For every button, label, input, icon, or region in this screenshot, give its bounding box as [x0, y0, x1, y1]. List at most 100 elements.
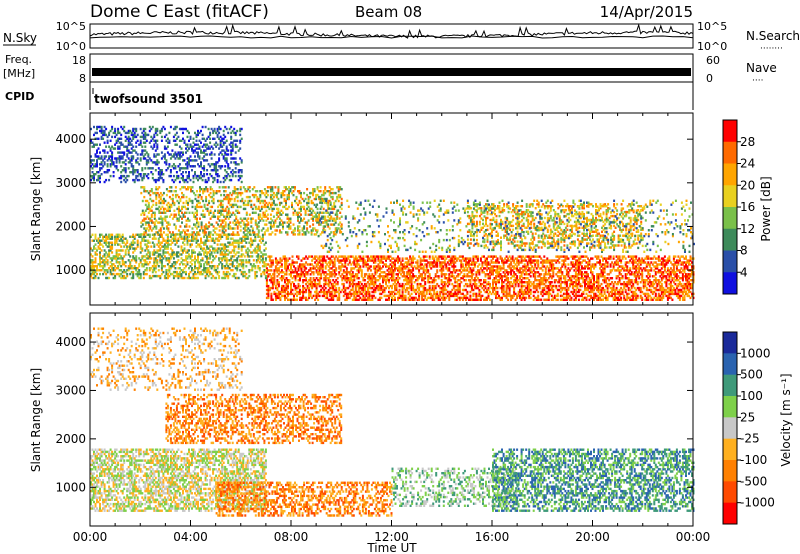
- data-cell: [529, 290, 532, 294]
- data-cell: [464, 265, 467, 268]
- data-cell: [577, 257, 580, 260]
- data-cell: [442, 296, 445, 300]
- data-cell: [532, 261, 535, 264]
- data-cell: [318, 294, 321, 298]
- nave-label: Nave: [746, 61, 777, 75]
- data-cell: [410, 282, 413, 286]
- data-cell: [577, 282, 580, 286]
- data-cell: [593, 298, 595, 301]
- data-cell: [496, 261, 499, 264]
- nave-legend: ····: [752, 76, 763, 86]
- data-cell: [550, 265, 553, 268]
- data-cell: [437, 277, 440, 280]
- data-cell: [476, 271, 479, 274]
- data-cell: [436, 275, 439, 278]
- data-cell: [580, 284, 583, 288]
- data-cell: [412, 269, 415, 272]
- data-cell: [350, 277, 353, 280]
- data-cell: [371, 286, 374, 290]
- data-cell: [514, 298, 517, 301]
- data-cell: [593, 279, 595, 282]
- data-cell: [582, 279, 585, 282]
- data-cell: [345, 294, 348, 298]
- data-cell: [351, 298, 354, 301]
- data-cell: [274, 267, 277, 270]
- data-cell: [421, 263, 424, 266]
- data-cell: [472, 255, 475, 258]
- data-cell: [416, 290, 419, 294]
- data-cell: [356, 294, 359, 298]
- data-cell: [413, 288, 416, 292]
- data-cell: [442, 288, 445, 292]
- data-cell: [425, 255, 428, 258]
- data-cell: [587, 267, 589, 270]
- data-cell: [421, 275, 424, 278]
- data-cell: [555, 284, 558, 288]
- data-cell: [443, 296, 446, 300]
- data-cell: [148, 241, 151, 244]
- data-cell: [333, 259, 336, 262]
- data-cell: [303, 265, 306, 268]
- data-cell: [404, 296, 407, 300]
- data-cell: [461, 255, 464, 258]
- data-cell: [341, 263, 344, 266]
- data-cell: [511, 257, 514, 260]
- data-cell: [582, 292, 585, 296]
- data-cell: [446, 277, 449, 280]
- data-cell: [348, 273, 351, 276]
- data-cell: [427, 277, 430, 280]
- data-cell: [584, 286, 586, 290]
- data-cell: [327, 279, 330, 282]
- data-cell: [505, 294, 508, 298]
- data-cell: [215, 255, 218, 258]
- data-cell: [493, 286, 496, 290]
- data-cell: [576, 290, 579, 294]
- data-cell: [564, 257, 567, 260]
- data-cell: [446, 284, 449, 288]
- data-cell: [544, 281, 547, 284]
- data-cell: [318, 269, 321, 272]
- data-cell: [535, 284, 538, 288]
- data-cell: [274, 292, 277, 296]
- data-cell: [237, 233, 240, 236]
- data-cell: [318, 265, 321, 268]
- data-cell: [469, 267, 472, 270]
- data-cell: [501, 298, 503, 301]
- data-cell: [356, 263, 359, 266]
- data-cell: [332, 288, 335, 292]
- data-cell: [425, 269, 428, 272]
- data-cell: [186, 261, 189, 264]
- data-cell: [496, 259, 499, 262]
- data-cell: [555, 273, 558, 276]
- data-cell: [422, 267, 425, 270]
- data-cell: [479, 296, 482, 300]
- data-cell: [457, 279, 460, 282]
- data-cell: [478, 294, 481, 298]
- data-cell: [309, 267, 312, 270]
- data-cell: [354, 255, 357, 258]
- data-cell: [392, 294, 395, 298]
- data-cell: [593, 296, 595, 300]
- data-cell: [302, 290, 305, 294]
- data-cell: [427, 275, 430, 278]
- data-cell: [538, 267, 541, 270]
- data-cell: [562, 296, 565, 300]
- data-cell: [442, 265, 445, 268]
- data-cell: [508, 286, 511, 290]
- data-cell: [587, 273, 589, 276]
- data-cell: [590, 290, 592, 294]
- data-cell: [162, 270, 165, 274]
- data-cell: [365, 284, 368, 288]
- data-cell: [463, 296, 466, 300]
- data-cell: [525, 277, 528, 280]
- data-cell: [564, 281, 567, 284]
- data-cell: [338, 259, 341, 262]
- data-cell: [231, 269, 234, 272]
- data-cell: [394, 279, 396, 282]
- data-cell: [437, 294, 440, 298]
- data-cell: [469, 281, 472, 284]
- data-cell: [415, 292, 418, 296]
- data-cell: [317, 279, 320, 282]
- data-cell: [400, 284, 402, 288]
- data-cell: [369, 259, 372, 262]
